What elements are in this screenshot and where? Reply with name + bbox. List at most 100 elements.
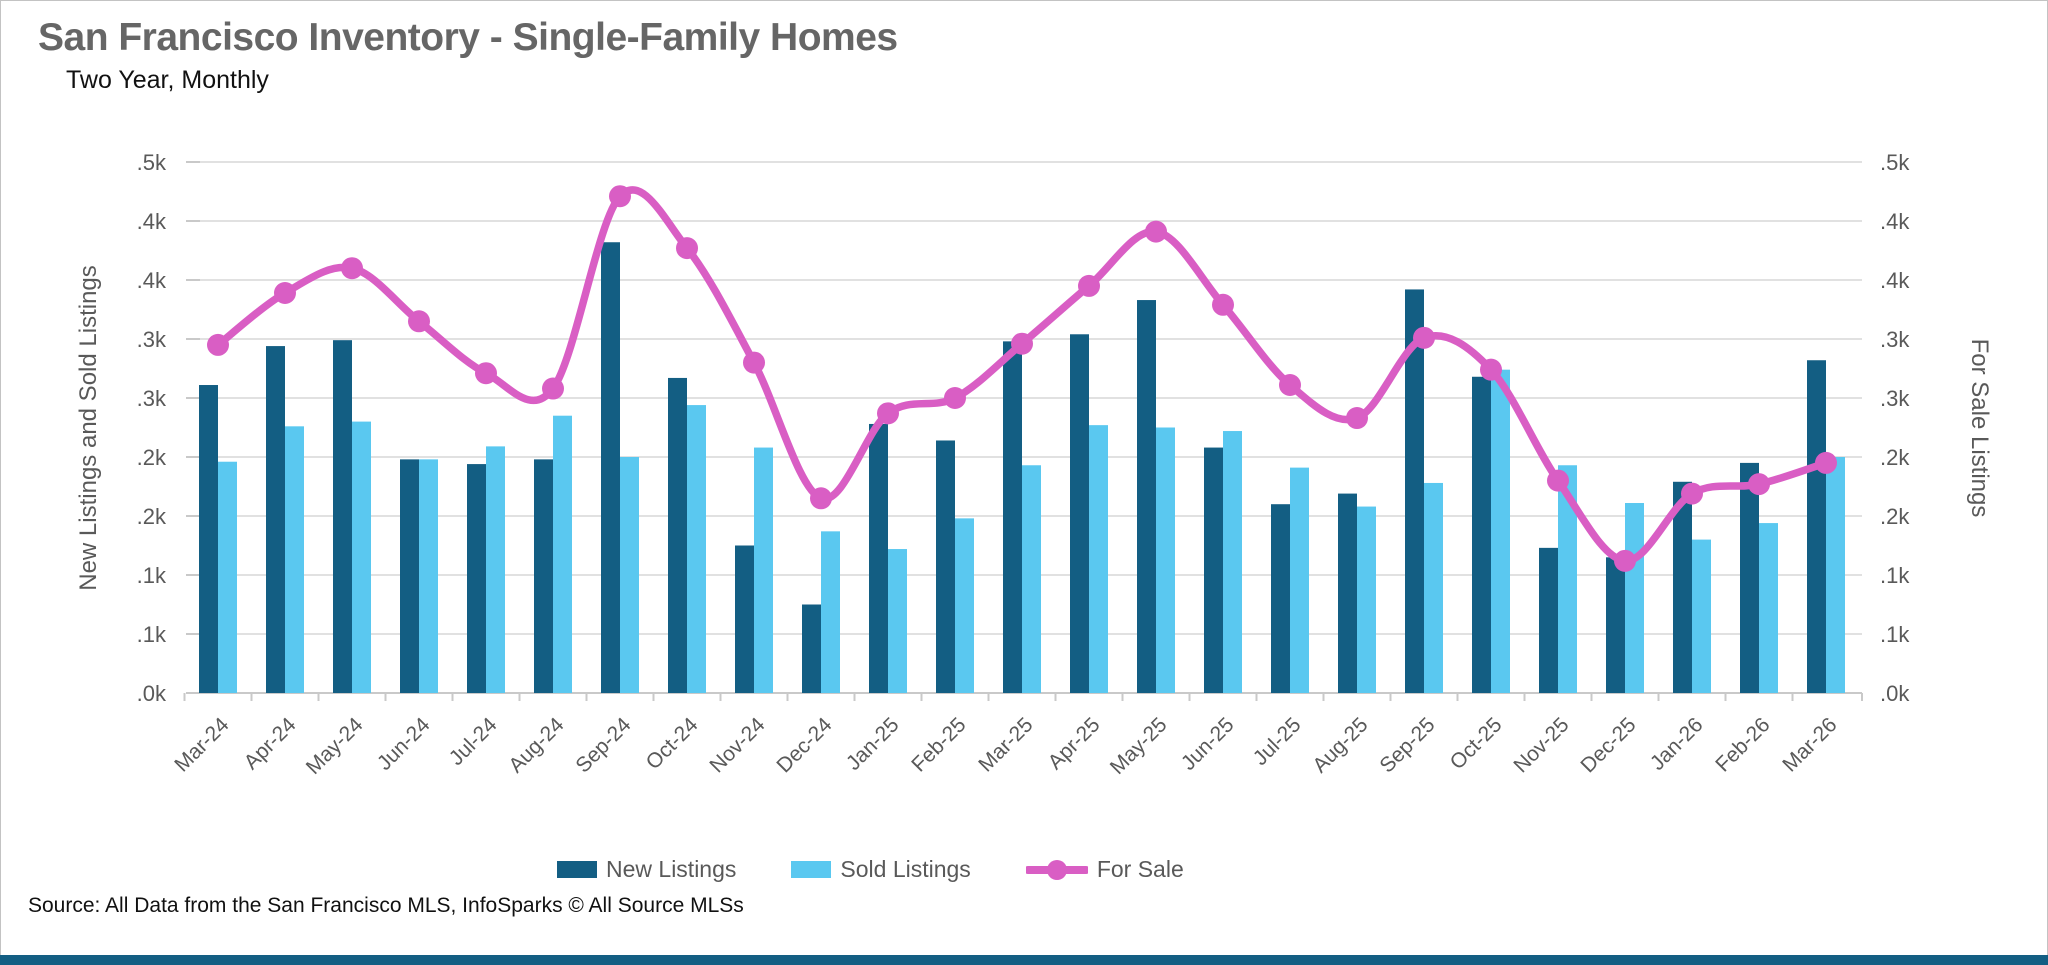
bar-new-listings[interactable] [1338,493,1357,693]
legend-item-new-listings[interactable]: New Listings [557,856,736,883]
for-sale-point[interactable] [743,351,765,374]
bar-sold-listings[interactable] [1156,427,1175,694]
for-sale-point[interactable] [475,362,497,385]
chart-canvas[interactable]: .5k .5k .4k .4k .4k .4k .3k .3k .3k .3k .2k .2k .2k.… [0,0,2048,845]
for-sale-point[interactable] [810,487,832,510]
bar-new-listings[interactable] [1740,462,1759,693]
for-sale-point[interactable] [341,257,363,280]
bar-new-listings[interactable] [1673,481,1692,693]
x-axis-label: Feb-25 [907,713,970,776]
y-axis-tick-label-right: .3k [1880,327,1910,352]
bar-new-listings[interactable] [869,423,888,693]
bar-new-listings[interactable] [467,464,486,693]
bar-sold-listings[interactable] [687,405,706,693]
for-sale-point[interactable] [609,185,631,208]
bar-new-listings[interactable] [534,459,553,693]
y-axis-tick-label-left: .4k [137,268,167,293]
bar-sold-listings[interactable] [754,447,773,693]
bar-new-listings[interactable] [1070,334,1089,693]
for-sale-line[interactable] [214,186,1830,565]
bar-new-listings[interactable] [1271,504,1290,693]
for-sale-point[interactable] [1145,220,1167,243]
bar-new-listings[interactable] [601,242,620,694]
y-axis-tick-label-left: .3k [137,386,167,411]
for-sale-point[interactable] [1212,293,1234,316]
for-sale-point[interactable] [1413,326,1435,349]
y-axis-tick-label-right: .2k [1880,504,1910,529]
chart-legend: New Listings Sold Listings For Sale [557,856,1184,883]
bar-sold-listings[interactable] [1223,431,1242,693]
y-axis-tick-label-right: .1k [1880,622,1910,647]
for-sale-point[interactable] [877,402,899,425]
bar-new-listings[interactable] [1807,360,1826,693]
bar-sold-listings[interactable] [620,457,639,693]
bar-sold-listings[interactable] [1022,465,1041,693]
for-sale-point[interactable] [1480,358,1502,381]
bar-sold-listings[interactable] [1424,482,1443,693]
page-title: San Francisco Inventory - Single-Family … [38,16,898,59]
bar-new-listings[interactable] [1137,300,1156,693]
bar-sold-listings[interactable] [553,415,572,693]
bar-sold-listings[interactable] [486,446,505,693]
bar-sold-listings[interactable] [1826,457,1845,693]
bar-new-listings[interactable] [266,346,285,693]
for-sale-point[interactable] [542,377,564,400]
bar-new-listings[interactable] [735,545,754,694]
bar-sold-listings[interactable] [821,531,840,693]
x-axis-label: Mar-26 [1778,713,1841,776]
for-sale-point[interactable] [408,310,430,333]
for-sale-point[interactable] [676,237,698,260]
for-sale-point[interactable] [1078,274,1100,297]
bar-sold-listings[interactable] [285,426,304,693]
bar-new-listings[interactable] [668,377,687,693]
sold-listings-swatch-icon [791,861,832,878]
for-sale-point[interactable] [1614,549,1636,572]
for-sale-point[interactable] [1681,482,1703,505]
bar-sold-listings[interactable] [1558,465,1577,693]
bar-sold-listings[interactable] [419,459,438,693]
x-axis-label: Oct-24 [642,713,703,774]
bar-sold-listings[interactable] [888,549,907,693]
x-axis-label: May-25 [1106,713,1172,779]
for-sale-point[interactable] [274,281,296,304]
for-sale-point[interactable] [207,333,229,356]
bar-new-listings[interactable] [1204,447,1223,693]
x-axis-label: Mar-25 [974,713,1037,776]
bar-new-listings[interactable] [333,340,352,693]
bar-new-listings[interactable] [400,459,419,693]
legend-item-for-sale[interactable]: For Sale [1025,856,1184,883]
legend-item-sold-listings[interactable]: Sold Listings [791,856,971,883]
x-axis-label: Sep-25 [1375,713,1439,777]
bar-sold-listings[interactable] [1357,506,1376,693]
bar-sold-listings[interactable] [1759,523,1778,693]
bar-sold-listings[interactable] [1290,467,1309,693]
bar-new-listings[interactable] [1003,341,1022,693]
bar-sold-listings[interactable] [1491,369,1510,693]
bar-new-listings[interactable] [802,604,821,694]
for-sale-point[interactable] [1011,332,1033,355]
for-sale-point[interactable] [1748,473,1770,496]
new-listings-swatch-icon [557,861,597,878]
bar-sold-listings[interactable] [218,461,237,693]
bar-new-listings[interactable] [1472,376,1491,693]
bar-new-listings[interactable] [936,440,955,693]
legend-label: Sold Listings [840,856,971,882]
bar-sold-listings[interactable] [1692,539,1711,693]
for-sale-point[interactable] [1279,374,1301,397]
bar-new-listings[interactable] [199,385,218,693]
for-sale-point[interactable] [1815,451,1837,474]
bar-new-listings[interactable] [1606,557,1625,693]
bottom-accent-bar [0,955,2048,965]
bar-new-listings[interactable] [1539,547,1558,693]
for-sale-point[interactable] [1346,407,1368,430]
x-axis-label: Dec-24 [772,713,836,777]
y-axis-tick-label-left: .2k [137,445,167,470]
bar-sold-listings[interactable] [955,518,974,693]
bar-sold-listings[interactable] [1625,503,1644,693]
x-axis-label: Nov-25 [1509,713,1573,777]
bar-sold-listings[interactable] [352,421,371,693]
bar-new-listings[interactable] [1405,289,1424,693]
bar-sold-listings[interactable] [1089,425,1108,693]
for-sale-point[interactable] [1547,469,1569,492]
for-sale-point[interactable] [944,387,966,409]
